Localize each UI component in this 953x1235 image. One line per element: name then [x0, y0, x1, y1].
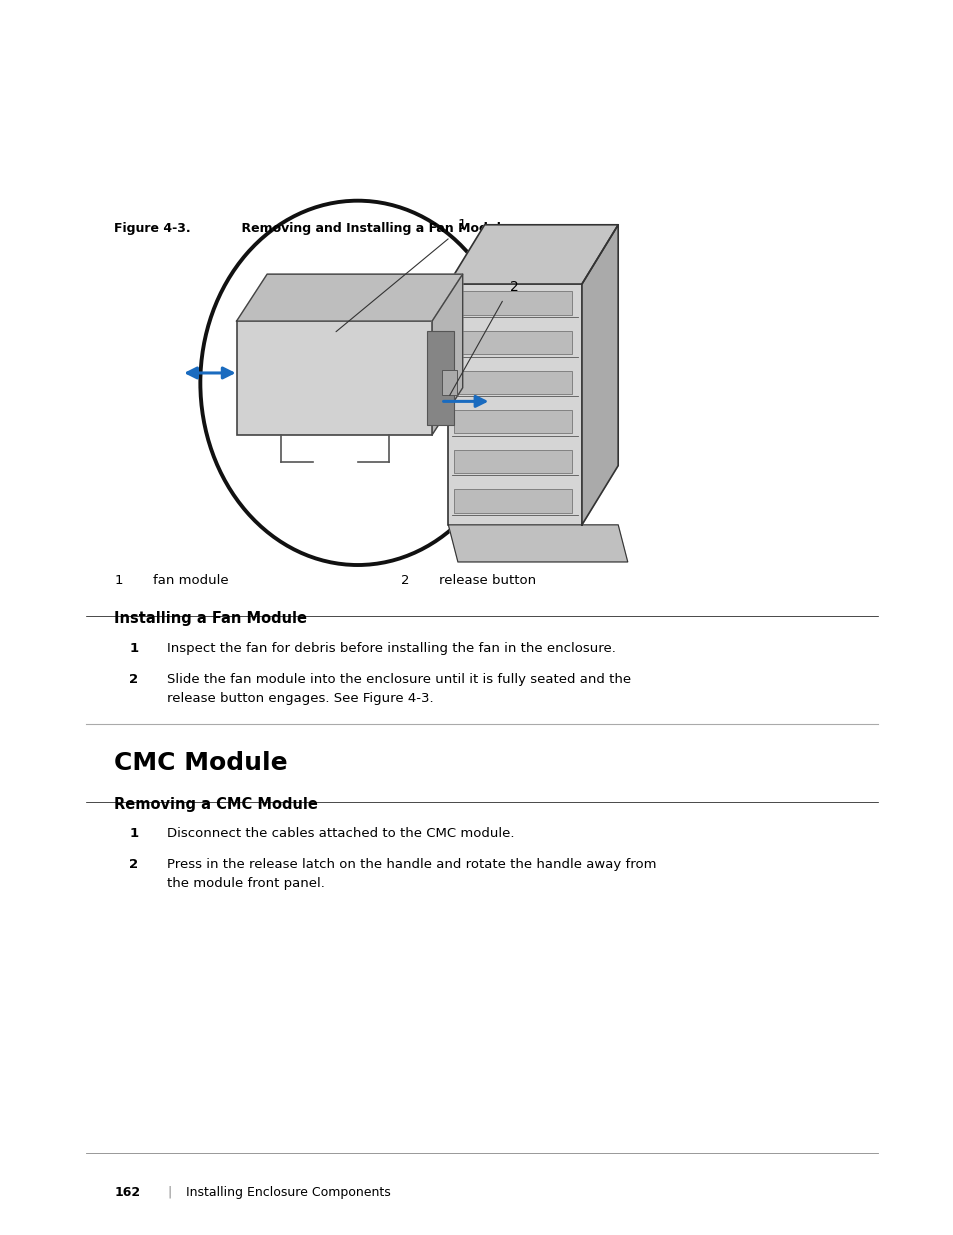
Polygon shape: [581, 225, 618, 525]
FancyBboxPatch shape: [454, 291, 572, 315]
Polygon shape: [236, 274, 462, 321]
Text: Figure 4-3.: Figure 4-3.: [114, 222, 191, 236]
Text: 2: 2: [129, 858, 138, 872]
Polygon shape: [448, 525, 627, 562]
FancyBboxPatch shape: [427, 331, 454, 425]
Text: 2: 2: [400, 574, 409, 588]
FancyBboxPatch shape: [448, 284, 581, 525]
Text: 1: 1: [129, 827, 138, 841]
FancyBboxPatch shape: [236, 321, 432, 435]
Text: Disconnect the cables attached to the CMC module.: Disconnect the cables attached to the CM…: [167, 827, 514, 841]
Text: Removing and Installing a Fan Module: Removing and Installing a Fan Module: [224, 222, 509, 236]
FancyBboxPatch shape: [454, 370, 572, 394]
Text: release button: release button: [438, 574, 536, 588]
Ellipse shape: [200, 201, 515, 566]
FancyBboxPatch shape: [454, 331, 572, 354]
Polygon shape: [432, 274, 462, 435]
Text: 162: 162: [114, 1186, 140, 1199]
Text: Installing Enclosure Components: Installing Enclosure Components: [186, 1186, 391, 1199]
FancyBboxPatch shape: [441, 370, 456, 395]
FancyBboxPatch shape: [454, 410, 572, 433]
Text: 1: 1: [114, 574, 123, 588]
Text: Installing a Fan Module: Installing a Fan Module: [114, 611, 307, 626]
FancyBboxPatch shape: [454, 489, 572, 513]
Text: release button engages. See Figure 4-3.: release button engages. See Figure 4-3.: [167, 692, 433, 705]
Text: CMC Module: CMC Module: [114, 751, 288, 774]
Text: |: |: [167, 1186, 171, 1199]
Text: 2: 2: [510, 280, 518, 294]
Polygon shape: [448, 225, 618, 284]
FancyBboxPatch shape: [454, 450, 572, 473]
Text: 1: 1: [457, 219, 466, 232]
Text: the module front panel.: the module front panel.: [167, 877, 324, 890]
Text: 2: 2: [129, 673, 138, 687]
Text: Inspect the fan for debris before installing the fan in the enclosure.: Inspect the fan for debris before instal…: [167, 642, 616, 656]
Text: fan module: fan module: [152, 574, 228, 588]
Text: Press in the release latch on the handle and rotate the handle away from: Press in the release latch on the handle…: [167, 858, 656, 872]
Text: Slide the fan module into the enclosure until it is fully seated and the: Slide the fan module into the enclosure …: [167, 673, 631, 687]
Text: Removing a CMC Module: Removing a CMC Module: [114, 797, 318, 811]
Text: 1: 1: [129, 642, 138, 656]
